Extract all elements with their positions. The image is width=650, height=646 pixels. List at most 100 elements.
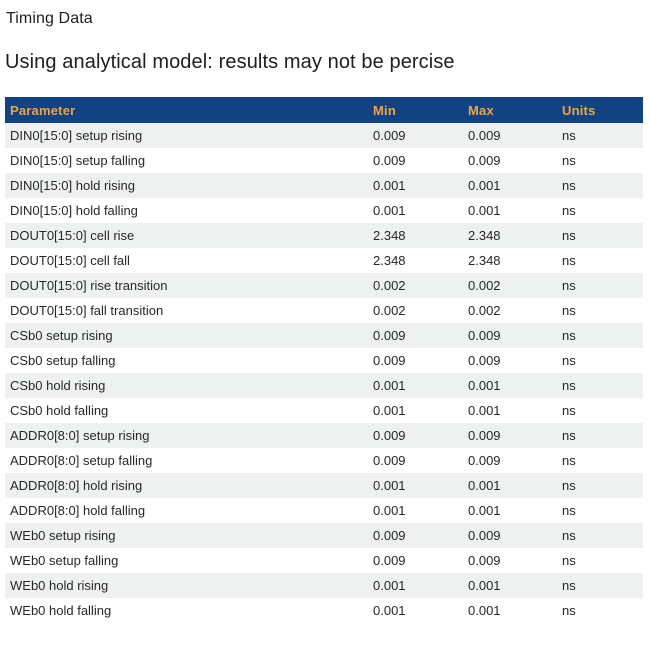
table-row: DIN0[15:0] setup rising 0.009 0.009 ns [5,123,643,148]
cell-units: ns [562,428,576,443]
cell-parameter: DIN0[15:0] setup falling [10,153,146,168]
cell-units: ns [562,503,576,518]
cell-parameter: WEb0 setup falling [10,553,119,568]
cell-units: ns [562,278,576,293]
cell-min: 2.348 [373,228,406,243]
cell-min: 0.009 [373,453,406,468]
cell-max: 0.001 [468,478,501,493]
cell-units: ns [562,453,576,468]
cell-parameter: DIN0[15:0] hold rising [10,178,136,193]
table-row: DIN0[15:0] hold rising 0.001 0.001 ns [5,173,643,198]
table-row: DOUT0[15:0] cell fall 2.348 2.348 ns [5,248,643,273]
table-row: CSb0 setup rising 0.009 0.009 ns [5,323,643,348]
cell-min: 0.001 [373,378,406,393]
cell-min: 0.001 [373,403,406,418]
cell-units: ns [562,203,576,218]
table-row: DOUT0[15:0] rise transition 0.002 0.002 ns [5,273,643,298]
table-row: DIN0[15:0] hold falling 0.001 0.001 ns [5,198,643,223]
cell-units: ns [562,178,576,193]
table-row: WEb0 setup rising 0.009 0.009 ns [5,523,643,548]
cell-min: 0.001 [373,503,406,518]
cell-parameter: DIN0[15:0] setup rising [10,128,143,143]
cell-parameter: ADDR0[8:0] setup falling [10,453,153,468]
cell-units: ns [562,403,576,418]
cell-parameter: ADDR0[8:0] hold rising [10,478,143,493]
page-title: Timing Data [6,10,93,27]
cell-parameter: ADDR0[8:0] hold falling [10,503,146,518]
table-row: WEb0 hold rising 0.001 0.001 ns [5,573,643,598]
cell-min: 0.009 [373,353,406,368]
table-row: DIN0[15:0] setup falling 0.009 0.009 ns [5,148,643,173]
cell-max: 0.009 [468,553,501,568]
cell-min: 0.009 [373,528,406,543]
cell-parameter: ADDR0[8:0] setup rising [10,428,150,443]
cell-units: ns [562,528,576,543]
cell-parameter: CSb0 hold rising [10,378,106,393]
cell-units: ns [562,578,576,593]
cell-units: ns [562,353,576,368]
cell-min: 0.009 [373,153,406,168]
table-row: CSb0 hold rising 0.001 0.001 ns [5,373,643,398]
cell-min: 2.348 [373,253,406,268]
cell-parameter: CSb0 setup falling [10,353,116,368]
cell-max: 0.009 [468,153,501,168]
cell-max: 0.001 [468,178,501,193]
cell-parameter: DOUT0[15:0] cell rise [10,228,135,243]
cell-min: 0.001 [373,178,406,193]
column-header-units: Units [557,97,643,123]
table-row: CSb0 setup falling 0.009 0.009 ns [5,348,643,373]
cell-max: 0.009 [468,353,501,368]
cell-min: 0.001 [373,603,406,618]
table-row: ADDR0[8:0] setup falling 0.009 0.009 ns [5,448,643,473]
table-row: DOUT0[15:0] cell rise 2.348 2.348 ns [5,223,643,248]
table-row: ADDR0[8:0] hold rising 0.001 0.001 ns [5,473,643,498]
cell-max: 0.001 [468,203,501,218]
cell-parameter: DOUT0[15:0] rise transition [10,278,168,293]
column-header-max: Max [463,97,557,123]
cell-min: 0.002 [373,278,406,293]
column-header-min: Min [368,97,463,123]
cell-parameter: DOUT0[15:0] fall transition [10,303,164,318]
cell-max: 0.009 [468,453,501,468]
cell-units: ns [562,603,576,618]
timing-table-body: DIN0[15:0] setup rising 0.009 0.009 ns DIN0[… [5,123,643,623]
cell-parameter: CSb0 setup rising [10,328,113,343]
timing-table: Parameter Min Max Units DIN0[15:0] setup… [5,97,643,623]
table-row: ADDR0[8:0] setup rising 0.009 0.009 ns [5,423,643,448]
table-row: DOUT0[15:0] fall transition 0.002 0.002 ns [5,298,643,323]
table-row: WEb0 hold falling 0.001 0.001 ns [5,598,643,623]
cell-min: 0.002 [373,303,406,318]
cell-units: ns [562,328,576,343]
cell-max: 0.002 [468,303,501,318]
cell-min: 0.009 [373,328,406,343]
cell-max: 0.001 [468,578,501,593]
cell-max: 0.009 [468,528,501,543]
cell-units: ns [562,153,576,168]
cell-max: 2.348 [468,228,501,243]
cell-max: 0.009 [468,328,501,343]
cell-parameter: CSb0 hold falling [10,403,109,418]
cell-units: ns [562,478,576,493]
cell-units: ns [562,128,576,143]
cell-parameter: WEb0 setup rising [10,528,116,543]
cell-min: 0.001 [373,203,406,218]
cell-min: 0.001 [373,578,406,593]
cell-max: 0.001 [468,603,501,618]
cell-max: 0.001 [468,403,501,418]
cell-parameter: WEb0 hold falling [10,603,112,618]
cell-min: 0.009 [373,128,406,143]
cell-min: 0.001 [373,478,406,493]
cell-min: 0.009 [373,553,406,568]
cell-units: ns [562,228,576,243]
cell-units: ns [562,553,576,568]
cell-parameter: WEb0 hold rising [10,578,109,593]
table-row: WEb0 setup falling 0.009 0.009 ns [5,548,643,573]
cell-units: ns [562,378,576,393]
cell-parameter: DIN0[15:0] hold falling [10,203,138,218]
cell-max: 0.001 [468,503,501,518]
cell-max: 0.009 [468,128,501,143]
table-row: CSb0 hold falling 0.001 0.001 ns [5,398,643,423]
table-row: ADDR0[8:0] hold falling 0.001 0.001 ns [5,498,643,523]
table-header-row: Parameter Min Max Units [5,97,643,123]
cell-units: ns [562,253,576,268]
